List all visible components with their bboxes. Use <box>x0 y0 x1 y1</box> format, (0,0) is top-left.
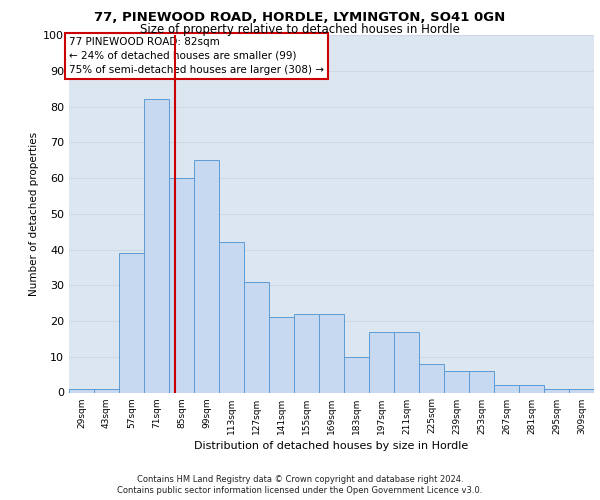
Bar <box>69 389 94 392</box>
Bar <box>169 178 194 392</box>
Bar <box>344 357 369 392</box>
X-axis label: Distribution of detached houses by size in Hordle: Distribution of detached houses by size … <box>194 440 469 450</box>
Text: Contains HM Land Registry data © Crown copyright and database right 2024.: Contains HM Land Registry data © Crown c… <box>137 475 463 484</box>
Bar <box>119 253 144 392</box>
Bar <box>469 371 494 392</box>
Bar <box>194 160 219 392</box>
Bar <box>319 314 344 392</box>
Text: 77, PINEWOOD ROAD, HORDLE, LYMINGTON, SO41 0GN: 77, PINEWOOD ROAD, HORDLE, LYMINGTON, SO… <box>94 11 506 24</box>
Text: Contains public sector information licensed under the Open Government Licence v3: Contains public sector information licen… <box>118 486 482 495</box>
Bar <box>444 371 469 392</box>
Bar <box>569 389 594 392</box>
Bar <box>244 282 269 393</box>
Bar <box>519 386 544 392</box>
Bar <box>419 364 444 392</box>
Bar <box>369 332 394 392</box>
Text: Size of property relative to detached houses in Hordle: Size of property relative to detached ho… <box>140 24 460 36</box>
Bar <box>394 332 419 392</box>
Bar <box>94 389 119 392</box>
Bar <box>494 386 519 392</box>
Bar <box>544 389 569 392</box>
Bar <box>269 318 294 392</box>
Bar <box>144 100 169 393</box>
Y-axis label: Number of detached properties: Number of detached properties <box>29 132 39 296</box>
Text: 77 PINEWOOD ROAD: 82sqm
← 24% of detached houses are smaller (99)
75% of semi-de: 77 PINEWOOD ROAD: 82sqm ← 24% of detache… <box>69 37 324 75</box>
Bar <box>294 314 319 392</box>
Bar <box>219 242 244 392</box>
